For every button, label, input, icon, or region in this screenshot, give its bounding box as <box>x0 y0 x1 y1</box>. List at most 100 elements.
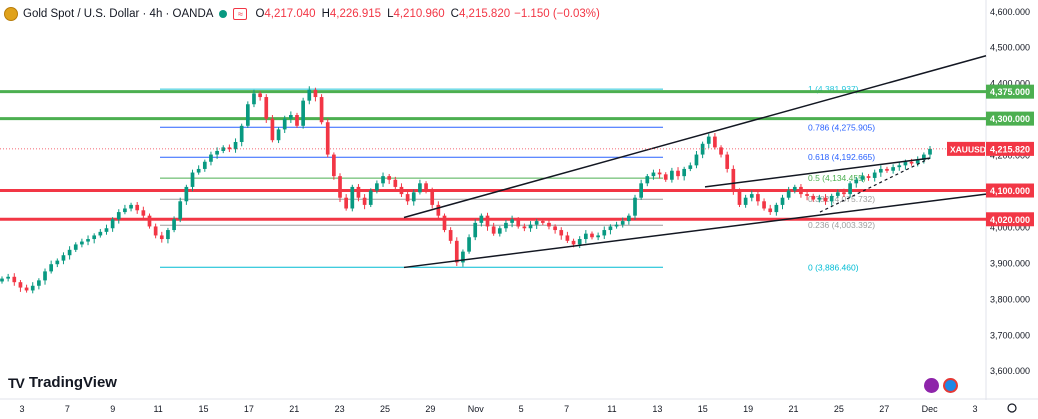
candle-body <box>387 176 392 180</box>
fib-label: 0.236 (4,003.392) <box>808 220 875 230</box>
candle-body <box>375 183 379 191</box>
time-tick-label: 7 <box>564 404 569 414</box>
fibonacci-retracement[interactable]: 1 (4,381.937) 0.786 (4,275.905) 0.618 (4,1… <box>160 84 875 272</box>
candle-body <box>805 194 809 196</box>
candle-body <box>491 226 496 234</box>
tradingview-logo[interactable]: TV TradingView <box>8 374 117 391</box>
candle-body <box>430 190 435 205</box>
candle-body <box>166 230 170 240</box>
candle-body <box>878 168 883 173</box>
candle-body <box>61 255 66 261</box>
candle-body <box>823 197 828 202</box>
candle-body <box>270 118 275 141</box>
close-value: 4,215.820 <box>458 8 511 20</box>
gold-symbol-icon <box>4 7 18 21</box>
time-tick-label: 9 <box>110 404 115 414</box>
price-tick-label: 3,700.000 <box>990 330 1030 340</box>
candle-body <box>178 201 183 220</box>
candle-body <box>854 179 859 184</box>
candle-body <box>418 183 422 193</box>
candle-body <box>608 226 613 231</box>
candle-body <box>682 168 687 177</box>
candle-body <box>332 154 336 177</box>
candle-body <box>835 192 840 196</box>
candle-body <box>264 97 269 119</box>
candle-body <box>872 172 877 178</box>
candle-body <box>792 186 797 191</box>
candle-body <box>80 241 84 245</box>
candle-body <box>202 161 207 169</box>
candle-body <box>442 215 447 231</box>
candle-body <box>362 197 367 205</box>
candle-body <box>547 222 551 227</box>
candle-body <box>55 260 60 265</box>
time-tick-label: 13 <box>652 404 662 414</box>
level-price-tag <box>986 84 1034 99</box>
candle-body <box>713 136 717 148</box>
candle-body <box>159 235 164 240</box>
time-tick-label: 5 <box>519 404 524 414</box>
time-tick-label: 21 <box>289 404 299 414</box>
candle-body <box>110 219 115 229</box>
candle-body <box>67 249 72 256</box>
candle-body <box>774 204 779 213</box>
time-tick-label: 25 <box>834 404 844 414</box>
fib-label: 0.382 (4,075.732) <box>808 194 875 204</box>
time-tick-label: 19 <box>743 404 753 414</box>
fib-label: 1 (4,381.937) <box>808 84 859 94</box>
candle-body <box>129 204 133 209</box>
candle-body <box>583 233 588 240</box>
candle-body <box>123 208 127 213</box>
symbol-title[interactable]: Gold Spot / U.S. Dollar · 4h · OANDA <box>23 8 214 20</box>
dotted-trend-line[interactable] <box>819 157 931 213</box>
candle-body <box>325 122 330 155</box>
candle-body <box>510 219 514 223</box>
open-value: 4,217.040 <box>264 8 316 20</box>
candle-body <box>528 224 533 229</box>
fib-label: 0.618 (4,192.665) <box>808 152 875 162</box>
candle-body <box>768 208 773 213</box>
horizontal-levels[interactable] <box>0 90 986 221</box>
wave-icon[interactable]: ≈ <box>233 8 248 20</box>
candle-body <box>553 226 557 231</box>
candle-body <box>743 197 748 205</box>
market-status-icon <box>219 10 228 18</box>
candle-body <box>602 230 607 236</box>
fib-label: 0 (3,886.460) <box>808 262 859 272</box>
trend-lines[interactable] <box>403 54 987 269</box>
flag-icon[interactable] <box>943 378 958 393</box>
candle-body <box>116 212 121 220</box>
time-tick-label: 7 <box>65 404 70 414</box>
time-tick-label: 25 <box>380 404 390 414</box>
price-tick-label: 4,400.000 <box>990 79 1030 89</box>
candle-body <box>780 197 785 205</box>
candle-body <box>590 233 594 238</box>
fib-label: 0.5 (4,134.455) <box>808 173 866 183</box>
symbol-tag-label: XAUUSD <box>950 144 986 154</box>
candle-body <box>909 161 914 164</box>
time-tick-label: 11 <box>607 404 616 414</box>
channel-top-line[interactable] <box>704 157 931 188</box>
candle-body <box>153 226 158 236</box>
candle-body <box>307 89 312 101</box>
candle-body <box>540 221 545 223</box>
candle-body <box>657 172 662 175</box>
candle-body <box>368 190 373 205</box>
candle-body <box>73 244 78 250</box>
lower-trend-line[interactable] <box>403 193 987 269</box>
settings-gear-icon[interactable] <box>1007 403 1017 413</box>
lightning-icon[interactable] <box>924 378 939 393</box>
candle-body <box>356 186 361 198</box>
level-price-tag <box>986 183 1034 198</box>
candle-body <box>147 215 152 227</box>
candle-body <box>676 170 680 177</box>
candle-body <box>405 194 410 202</box>
candle-body <box>473 222 478 238</box>
upper-trend-line[interactable] <box>403 54 987 219</box>
time-axis[interactable]: 3 7 9 11 15 17 21 23 25 29 Nov 5 7 11 13 15 19 21 25 27 Dec 3 <box>19 403 1017 414</box>
candle-body <box>645 176 650 184</box>
price-tick-label: 3,800.000 <box>990 294 1030 304</box>
candle-body <box>6 276 10 279</box>
candle-body <box>301 100 305 126</box>
